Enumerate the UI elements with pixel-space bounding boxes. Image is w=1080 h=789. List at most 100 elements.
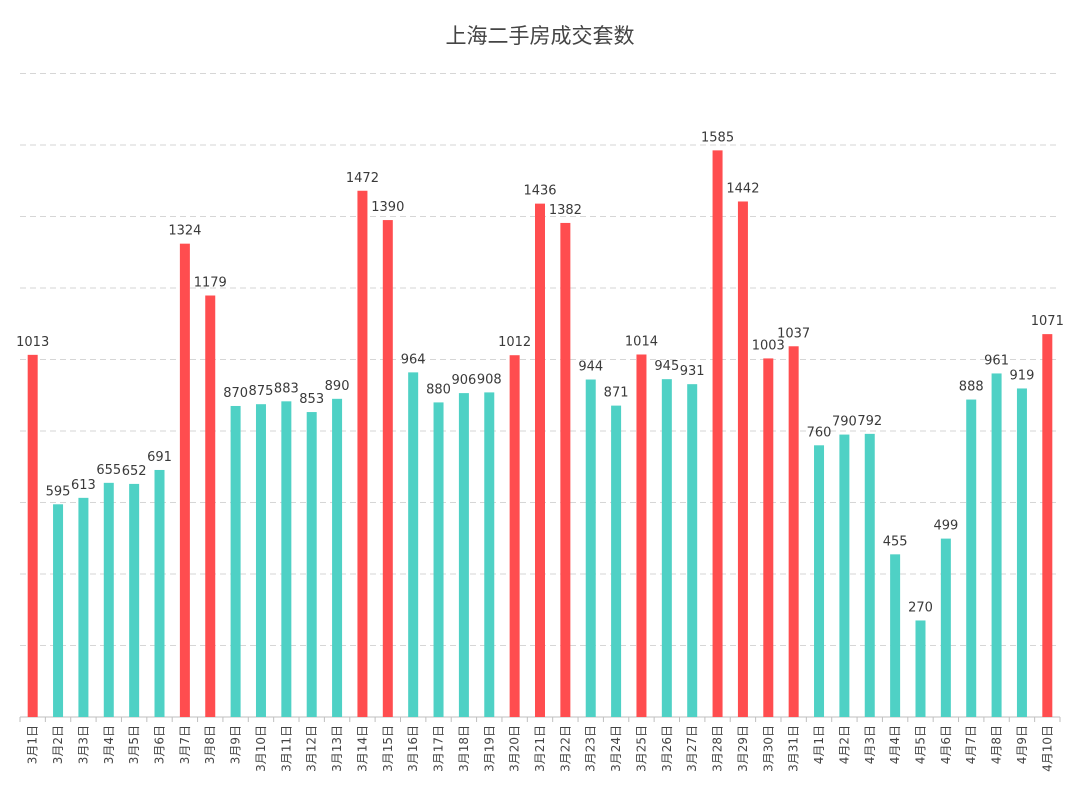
data-label-3月6日: 691 [147, 450, 172, 465]
bar-3月3日 [78, 497, 89, 717]
bar-4月8日 [991, 373, 1002, 717]
data-label-4月2日: 790 [832, 415, 857, 430]
bar-4月2日 [839, 434, 850, 717]
bar-4月5日 [915, 620, 926, 717]
x-tick-label-3月18日: 3月18日 [457, 725, 471, 772]
bar-3月31日 [788, 346, 799, 717]
data-label-4月4日: 455 [883, 534, 908, 549]
x-tick-label-3月14日: 3月14日 [355, 725, 369, 772]
x-tick-label-3月12日: 3月12日 [305, 725, 319, 772]
data-label-3月3日: 613 [71, 478, 96, 493]
data-label-3月25日: 1014 [625, 334, 658, 349]
data-label-3月15日: 1390 [371, 200, 404, 215]
bar-3月13日 [332, 398, 343, 717]
data-label-3月27日: 931 [680, 364, 705, 379]
bar-3月5日 [129, 483, 140, 717]
bar-3月20日 [509, 355, 520, 717]
data-label-3月29日: 1442 [726, 181, 759, 196]
x-tick-label-3月23日: 3月23日 [584, 725, 598, 772]
data-label-3月18日: 906 [451, 373, 476, 388]
bar-3月24日 [611, 405, 622, 717]
data-label-3月9日: 870 [223, 386, 248, 401]
bar-3月10日 [255, 404, 266, 717]
bar-3月2日 [53, 504, 64, 717]
x-tick-label-3月29日: 3月29日 [736, 725, 750, 772]
bar-3月30日 [763, 358, 774, 717]
data-label-3月30日: 1003 [752, 338, 785, 353]
data-label-3月16日: 964 [401, 352, 426, 367]
x-tick-label-3月5日: 3月5日 [127, 725, 141, 764]
x-tick-label-4月9日: 4月9日 [1015, 725, 1029, 764]
bar-3月26日 [661, 379, 672, 717]
x-tick-label-3月19日: 3月19日 [482, 725, 496, 772]
x-tick-label-3月4日: 3月4日 [102, 725, 116, 764]
bar-3月22日 [560, 222, 571, 717]
x-tick-label-3月1日: 3月1日 [26, 725, 40, 764]
x-tick-label-3月26日: 3月26日 [660, 725, 674, 772]
x-tick-label-4月5日: 4月5日 [913, 725, 927, 764]
bar-4月10日 [1042, 334, 1053, 717]
data-label-3月17日: 880 [426, 382, 451, 397]
bar-4月4日 [890, 554, 901, 717]
x-tick-label-3月21日: 3月21日 [533, 725, 547, 772]
data-label-3月10日: 875 [249, 384, 274, 399]
data-label-3月7日: 1324 [168, 224, 201, 239]
bar-3月23日 [585, 379, 596, 717]
data-label-4月7日: 888 [959, 380, 984, 395]
data-label-3月23日: 944 [578, 360, 603, 375]
data-label-3月28日: 1585 [701, 130, 734, 145]
data-label-3月4日: 655 [96, 463, 121, 478]
bar-4月6日 [940, 538, 951, 717]
x-tick-label-3月3日: 3月3日 [76, 725, 90, 764]
x-tick-label-3月27日: 3月27日 [685, 725, 699, 772]
x-tick-label-4月4日: 4月4日 [888, 725, 902, 764]
bar-3月12日 [306, 412, 317, 717]
x-tick-label-3月20日: 3月20日 [508, 725, 522, 772]
data-label-3月31日: 1037 [777, 326, 810, 341]
bar-4月1日 [814, 445, 825, 717]
data-label-3月12日: 853 [299, 392, 324, 407]
bar-4月9日 [1016, 388, 1027, 717]
data-label-4月9日: 919 [1010, 368, 1035, 383]
data-label-3月22日: 1382 [549, 203, 582, 218]
bar-3月16日 [408, 372, 419, 717]
x-tick-label-4月1日: 4月1日 [812, 725, 826, 764]
x-tick-label-3月31日: 3月31日 [787, 725, 801, 772]
bar-3月18日 [458, 393, 469, 717]
x-tick-label-3月28日: 3月28日 [711, 725, 725, 772]
bar-3月19日 [484, 392, 495, 717]
data-label-3月24日: 871 [604, 386, 629, 401]
bar-3月21日 [535, 203, 545, 717]
bar-3月8日 [205, 295, 216, 717]
x-tick-label-4月6日: 4月6日 [939, 725, 953, 764]
x-tick-label-3月25日: 3月25日 [634, 725, 648, 772]
bar-3月25日 [636, 354, 647, 717]
x-tick-label-3月6日: 3月6日 [153, 725, 167, 764]
data-label-3月26日: 945 [654, 359, 679, 374]
x-tick-label-3月10日: 3月10日 [254, 725, 268, 772]
x-tick-label-3月13日: 3月13日 [330, 725, 344, 772]
data-label-4月3日: 792 [857, 414, 882, 429]
bar-3月15日 [382, 220, 393, 717]
x-tick-label-4月10日: 4月10日 [1040, 725, 1054, 772]
data-label-4月5日: 270 [908, 600, 933, 615]
bar-3月11日 [281, 401, 292, 717]
x-tick-label-3月7日: 3月7日 [178, 725, 192, 764]
data-label-3月1日: 1013 [16, 335, 49, 350]
x-tick-label-3月17日: 3月17日 [432, 725, 446, 772]
chart-title: 上海二手房成交套数 [445, 24, 635, 48]
data-label-3月11日: 883 [274, 381, 299, 396]
data-label-3月5日: 652 [122, 464, 147, 479]
bar-3月27日 [687, 384, 698, 717]
data-label-3月21日: 1436 [523, 184, 556, 199]
bar-4月7日 [966, 399, 977, 717]
data-label-4月1日: 760 [807, 425, 832, 440]
data-label-4月10日: 1071 [1031, 314, 1064, 329]
x-tick-label-3月9日: 3月9日 [229, 725, 243, 764]
x-tick-label-3月24日: 3月24日 [609, 725, 623, 772]
bar-3月6日 [154, 469, 165, 717]
x-tick-label-3月16日: 3月16日 [406, 725, 420, 772]
x-tick-label-3月8日: 3月8日 [203, 725, 217, 764]
